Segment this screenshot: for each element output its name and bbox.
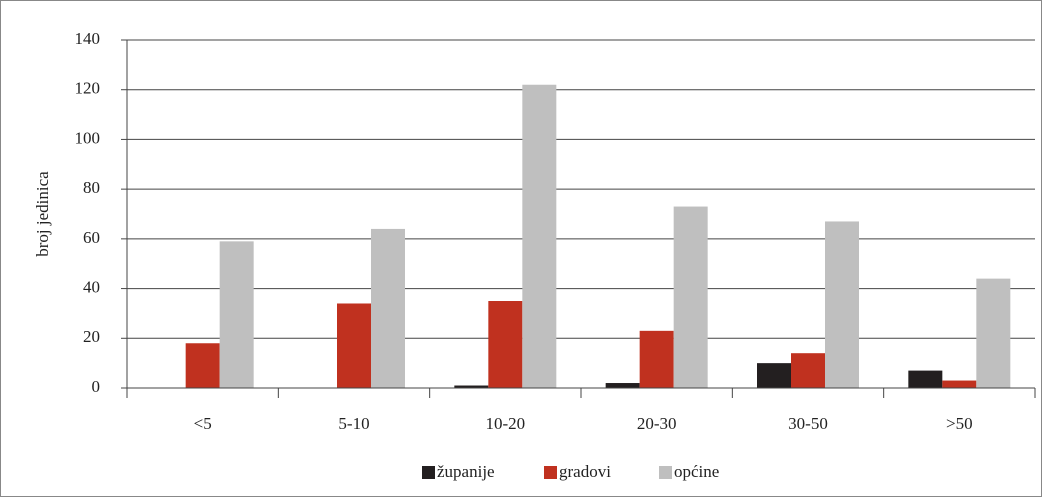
y-tick-label: 60	[83, 228, 100, 247]
bar	[522, 84, 557, 388]
legend-swatch	[422, 466, 435, 479]
x-tick-label: 30-50	[788, 414, 828, 433]
legend-label: županije	[437, 462, 495, 481]
x-tick-label: 10-20	[485, 414, 525, 433]
x-tick-label: <5	[194, 414, 212, 433]
bar	[757, 363, 791, 388]
bar	[976, 278, 1011, 388]
y-tick-label: 40	[83, 277, 100, 296]
legend-label: općine	[674, 462, 719, 481]
y-tick-label: 100	[75, 128, 101, 147]
y-tick-label: 80	[83, 178, 100, 197]
bar	[673, 206, 708, 388]
bar	[371, 228, 405, 388]
y-tick-label: 120	[75, 79, 101, 98]
y-tick-label: 0	[92, 377, 101, 396]
bar	[337, 303, 371, 388]
bar	[908, 370, 943, 388]
y-tick-label: 140	[75, 29, 101, 48]
bar	[639, 330, 674, 388]
legend-swatch	[544, 466, 557, 479]
bar	[488, 301, 523, 388]
legend-label: gradovi	[559, 462, 611, 481]
bar	[605, 383, 640, 388]
x-tick-label: >50	[946, 414, 973, 433]
bar	[454, 385, 489, 388]
x-tick-label: 5-10	[338, 414, 369, 433]
y-tick-label: 20	[83, 327, 100, 346]
bar	[791, 353, 825, 388]
bar	[185, 343, 220, 388]
y-axis-label: broj jedinica	[33, 171, 52, 257]
legend-swatch	[659, 466, 672, 479]
bar	[825, 221, 859, 388]
bar	[219, 241, 254, 388]
x-tick-label: 20-30	[637, 414, 677, 433]
bar	[942, 380, 977, 388]
